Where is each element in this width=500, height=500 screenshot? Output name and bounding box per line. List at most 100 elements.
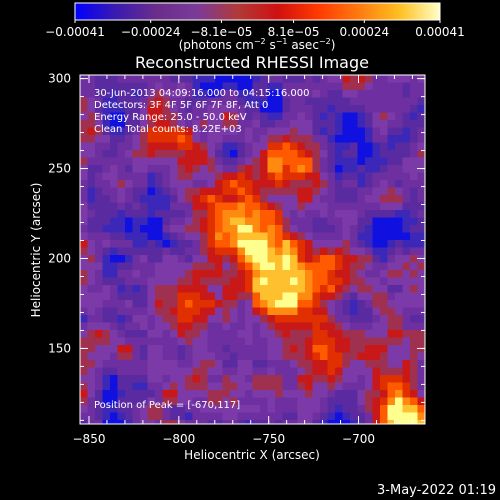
heatmap-cell: [402, 210, 411, 219]
heatmap-cell: [387, 90, 396, 99]
heatmap-cell: [125, 142, 134, 151]
heatmap-cell: [320, 412, 329, 421]
heatmap-cell: [312, 127, 321, 136]
heatmap-cell: [312, 352, 321, 361]
heatmap-cell: [87, 390, 96, 399]
heatmap-cell: [245, 390, 254, 399]
heatmap-cell: [192, 82, 201, 91]
y-axis-label: Heliocentric Y (arcsec): [29, 183, 43, 318]
heatmap-cell: [177, 397, 186, 406]
heatmap-cell: [267, 135, 276, 144]
heatmap-cell: [192, 195, 201, 204]
heatmap-cell: [365, 180, 374, 189]
heatmap-cell: [282, 172, 291, 181]
heatmap-cell: [380, 390, 389, 399]
heatmap-cell: [117, 262, 126, 271]
heatmap-cell: [140, 195, 149, 204]
heatmap-cell: [395, 337, 404, 346]
heatmap-cell: [155, 292, 164, 301]
heatmap-cell: [245, 82, 254, 91]
heatmap-cell: [297, 360, 306, 369]
heatmap-cell: [380, 180, 389, 189]
heatmap-cell: [230, 330, 239, 339]
heatmap-cell: [155, 345, 164, 354]
heatmap-cell: [320, 112, 329, 121]
heatmap-cell: [200, 195, 209, 204]
heatmap-cell: [110, 397, 119, 406]
heatmap-cell: [132, 412, 141, 421]
heatmap-cell: [80, 225, 89, 234]
heatmap-cell: [200, 97, 209, 106]
heatmap-cell: [327, 187, 336, 196]
heatmap-cell: [80, 187, 89, 196]
heatmap-cell: [155, 165, 164, 174]
heatmap-cell: [185, 232, 194, 241]
heatmap-cell: [387, 307, 396, 316]
heatmap-cell: [170, 157, 179, 166]
heatmap-cell: [162, 270, 171, 279]
heatmap-cell: [200, 127, 209, 136]
heatmap-cell: [102, 367, 111, 376]
heatmap-cell: [192, 232, 201, 241]
heatmap-cell: [245, 375, 254, 384]
heatmap-cell: [350, 412, 359, 421]
heatmap-cell: [102, 97, 111, 106]
heatmap-cell: [132, 337, 141, 346]
heatmap-cell: [320, 240, 329, 249]
heatmap-cell: [350, 255, 359, 264]
heatmap-cell: [402, 150, 411, 159]
heatmap-cell: [342, 120, 351, 129]
heatmap-cell: [245, 187, 254, 196]
heatmap-cell: [380, 157, 389, 166]
heatmap-cell: [230, 262, 239, 271]
heatmap-cell: [357, 90, 366, 99]
heatmap-cell: [215, 322, 224, 331]
heatmap-cell: [245, 300, 254, 309]
heatmap-cell: [305, 120, 314, 129]
heatmap-cell: [267, 172, 276, 181]
heatmap-cell: [342, 90, 351, 99]
heatmap-cell: [335, 157, 344, 166]
heatmap-cell: [350, 247, 359, 256]
heatmap-cell: [170, 225, 179, 234]
heatmap-cell: [230, 105, 239, 114]
colorbar-tick-label: −8.1e−05: [191, 25, 253, 39]
heatmap-cell: [95, 232, 104, 241]
heatmap-cell: [402, 195, 411, 204]
heatmap-cell: [230, 367, 239, 376]
heatmap-cell: [140, 315, 149, 324]
heatmap-cell: [185, 412, 194, 421]
heatmap-cell: [342, 82, 351, 91]
heatmap-cell: [102, 232, 111, 241]
heatmap-cell: [237, 315, 246, 324]
heatmap-cell: [87, 412, 96, 421]
heatmap-cell: [320, 135, 329, 144]
heatmap-cell: [110, 142, 119, 151]
heatmap-cell: [117, 345, 126, 354]
heatmap-cell: [275, 277, 284, 286]
heatmap-cell: [380, 360, 389, 369]
heatmap-cell: [147, 390, 156, 399]
heatmap-cell: [155, 375, 164, 384]
heatmap-cell: [177, 90, 186, 99]
heatmap-cell: [380, 315, 389, 324]
heatmap-cell: [252, 112, 261, 121]
heatmap-cell: [410, 285, 419, 294]
heatmap-cell: [87, 352, 96, 361]
heatmap-cell: [95, 390, 104, 399]
heatmap-cell: [222, 262, 231, 271]
heatmap-cell: [132, 285, 141, 294]
peak-position-label: Position of Peak = [-670,117]: [94, 400, 240, 411]
heatmap-cell: [140, 75, 149, 84]
heatmap-cell: [215, 345, 224, 354]
heatmap-cell: [155, 172, 164, 181]
heatmap-cell: [125, 352, 134, 361]
heatmap-cell: [80, 97, 89, 106]
heatmap-cell: [200, 367, 209, 376]
heatmap-cell: [372, 390, 381, 399]
heatmap-cell: [365, 240, 374, 249]
heatmap-cell: [402, 367, 411, 376]
heatmap-cell: [260, 300, 269, 309]
heatmap-cell: [342, 367, 351, 376]
heatmap-cell: [252, 82, 261, 91]
